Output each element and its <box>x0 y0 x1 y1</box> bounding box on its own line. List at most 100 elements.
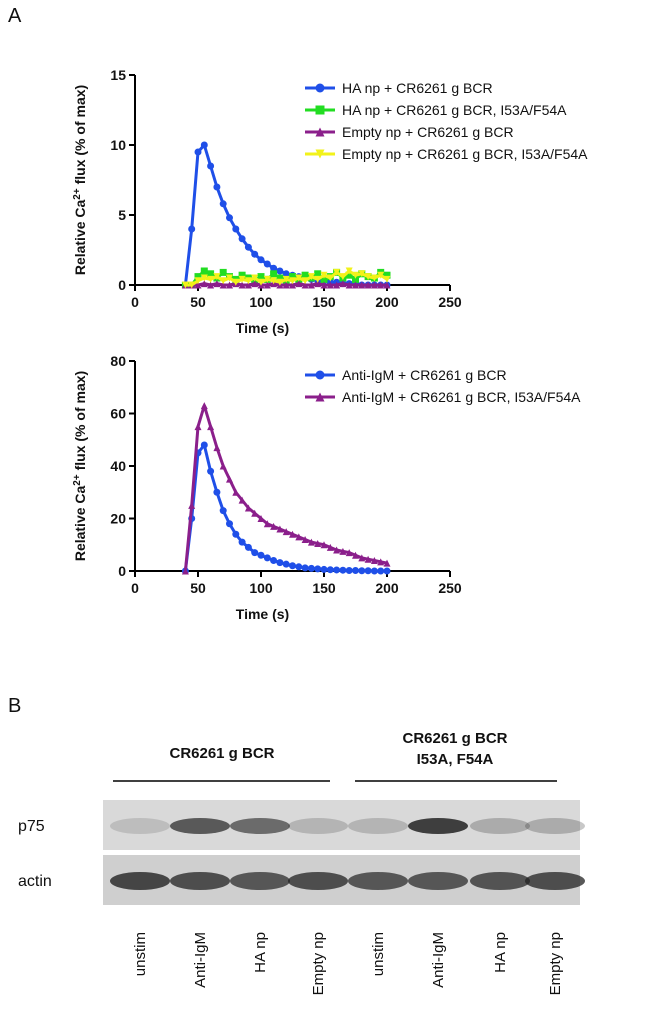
data-point <box>263 281 271 289</box>
y-tick-label: 20 <box>110 511 126 527</box>
data-point <box>326 281 334 289</box>
data-point <box>326 543 334 551</box>
data-point <box>358 270 366 278</box>
data-point <box>377 281 385 289</box>
data-point <box>289 530 296 538</box>
blot-band <box>470 818 530 834</box>
data-point <box>352 275 359 283</box>
y-axis-label-part: 2+ <box>72 188 83 200</box>
data-point <box>213 280 221 288</box>
y-tick-label: 80 <box>110 353 126 369</box>
data-point <box>370 281 378 289</box>
data-point <box>364 567 372 575</box>
data-point <box>314 270 322 278</box>
data-point <box>289 562 296 570</box>
data-point <box>345 271 353 279</box>
y-tick-label: 15 <box>110 67 126 83</box>
data-point <box>333 566 341 574</box>
data-point <box>352 566 359 574</box>
data-point <box>200 280 208 288</box>
data-point <box>194 273 202 281</box>
data-point <box>207 423 215 431</box>
data-point <box>383 281 391 289</box>
data-point <box>219 462 227 470</box>
legend-marker <box>315 83 325 93</box>
y-axis-label-part: Relative Ca <box>72 485 88 561</box>
data-point <box>207 162 215 170</box>
x-tick-label: 200 <box>375 580 399 596</box>
blot-band <box>170 818 230 834</box>
data-point <box>289 277 296 285</box>
group-label: CR6261 g BCR <box>169 745 274 762</box>
data-point <box>226 475 233 483</box>
data-point <box>270 277 278 285</box>
data-point <box>226 520 233 528</box>
data-point <box>251 280 259 288</box>
series-line <box>183 443 387 573</box>
data-point <box>251 250 259 258</box>
data-point <box>282 275 290 283</box>
y-tick-label: 40 <box>110 458 126 474</box>
x-tick-label: 0 <box>131 294 139 310</box>
data-point <box>364 281 372 289</box>
data-point <box>282 270 290 278</box>
data-point <box>194 148 202 156</box>
data-point <box>219 507 227 515</box>
data-point <box>295 563 303 571</box>
y-axis-label-part: flux (% of max) <box>72 371 88 474</box>
data-point <box>377 558 385 566</box>
x-axis-label: Time (s) <box>236 320 289 336</box>
data-point <box>270 270 278 278</box>
y-axis-label-part: 2+ <box>72 474 83 486</box>
blot-band <box>470 872 530 890</box>
data-point <box>244 281 252 289</box>
data-point <box>276 267 284 275</box>
data-point <box>213 488 221 496</box>
data-point <box>377 567 385 575</box>
data-point <box>320 271 328 279</box>
data-point <box>276 559 284 567</box>
data-point <box>257 551 265 559</box>
data-point <box>320 281 328 289</box>
data-point <box>244 243 252 251</box>
row-label: actin <box>18 873 52 890</box>
blot-band <box>408 818 468 834</box>
data-point <box>282 560 290 568</box>
data-point <box>358 567 366 575</box>
x-tick-label: 250 <box>438 294 462 310</box>
panel-label: A <box>8 5 22 27</box>
x-tick-label: 150 <box>312 580 336 596</box>
data-point <box>232 225 240 233</box>
data-point <box>307 538 315 546</box>
data-point <box>263 260 271 268</box>
data-point <box>263 554 271 562</box>
data-point <box>207 270 215 278</box>
data-point <box>232 530 240 538</box>
data-point <box>194 423 202 431</box>
data-point <box>370 567 378 575</box>
data-point <box>377 271 385 279</box>
data-point <box>251 274 259 282</box>
data-point <box>200 267 208 275</box>
data-point <box>345 566 353 574</box>
data-point <box>339 280 347 288</box>
data-point <box>383 275 391 283</box>
legend-marker <box>315 127 325 137</box>
data-point <box>257 273 265 281</box>
lane-label: Anti-IgM <box>430 932 447 988</box>
y-tick-label: 0 <box>118 277 126 293</box>
data-point <box>307 281 315 289</box>
data-point <box>238 496 246 504</box>
legend-label: Anti-IgM + CR6261 g BCR <box>342 367 507 383</box>
blot-band <box>288 818 348 834</box>
data-point <box>333 281 341 289</box>
data-point <box>345 267 353 275</box>
blot-band <box>230 872 290 890</box>
data-point <box>207 467 215 475</box>
x-tick-label: 100 <box>249 580 273 596</box>
data-point <box>282 281 290 289</box>
data-point <box>238 235 246 243</box>
data-point <box>345 549 353 557</box>
x-tick-label: 50 <box>190 294 206 310</box>
lane-label: unstim <box>132 932 149 976</box>
